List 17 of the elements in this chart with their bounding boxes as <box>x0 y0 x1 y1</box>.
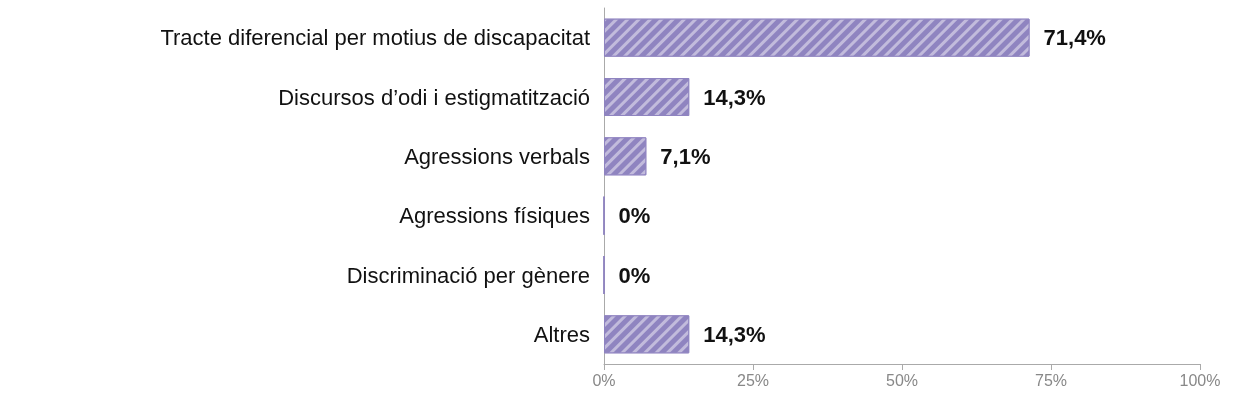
x-tick-label: 100% <box>1179 371 1221 389</box>
data-label: 14,3% <box>703 321 766 347</box>
data-label: 0% <box>618 203 651 229</box>
x-tick-label: 0% <box>592 371 616 389</box>
x-tick-label: 50% <box>885 371 919 389</box>
y-tick-label: Tracte diferencial per motius de discapacitat <box>160 25 590 51</box>
data-label: 14,3% <box>703 84 766 110</box>
data-label: 0% <box>618 262 651 288</box>
y-tick-label: Discursos d’odi i estigmatització <box>278 84 590 110</box>
y-tick-label: Agressions físiques <box>399 203 590 229</box>
data-label: 7,1% <box>660 143 711 169</box>
data-label: 71,4% <box>1043 25 1106 51</box>
y-tick-label: Discriminació per gènere <box>346 262 590 288</box>
x-tick-label: 25% <box>736 371 770 389</box>
y-tick-label: Altres <box>533 321 590 347</box>
y-tick-label: Agressions verbals <box>404 143 590 169</box>
x-tick-label: 75% <box>1034 371 1068 389</box>
